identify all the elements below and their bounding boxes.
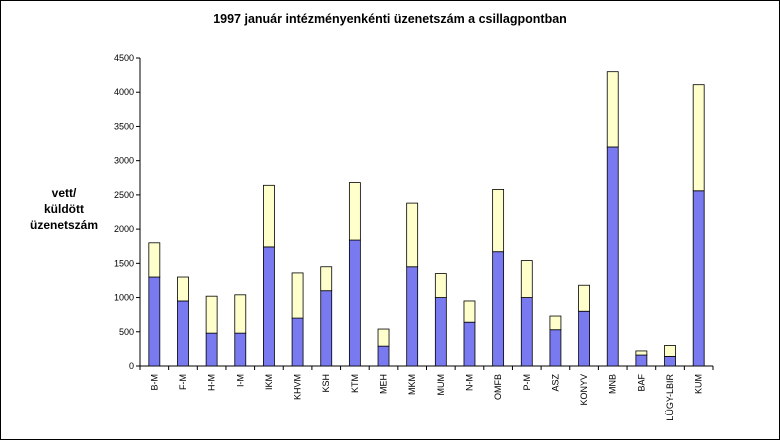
x-tick-label: BAF [636,374,646,392]
bar-i-m-segment-1 [234,332,247,367]
bar-khvm-segment-2 [291,272,304,319]
bar-ksh-segment-1 [320,290,333,367]
bar-konyv-segment-1 [578,310,590,367]
y-tick-label: 2500 [114,190,134,200]
y-tick-label: 1000 [114,293,134,303]
x-tick-label: MNB [608,374,618,394]
bar-meh-segment-2 [377,328,390,347]
bar-ktm-segment-2 [348,182,361,241]
bar-ikm-segment-1 [263,246,275,367]
y-tick-label: 0 [129,361,134,371]
y-axis-label: vett/ küldött üzenetszám [29,186,99,232]
x-tick-label: KUM [694,374,704,394]
bar-asz-segment-1 [549,329,562,367]
bar-p-m-segment-2 [520,260,533,298]
x-tick-label: KTM [350,374,360,393]
bar-mum-segment-2 [434,273,447,298]
bar-h-m-segment-1 [205,332,218,367]
y-tick-label: 4500 [114,53,134,63]
y-tick-label: 4000 [114,87,134,97]
bar-ksh-segment-2 [320,266,333,292]
bar-n-m-segment-1 [463,321,476,367]
bar-f-m-segment-2 [177,276,189,302]
x-tick-label: I-M [235,374,245,387]
y-tick-label: 500 [119,327,134,337]
bar-khvm-segment-1 [291,317,304,367]
bar-omfb-segment-1 [492,251,505,367]
bar-meh-segment-1 [377,345,390,367]
x-tick-label: KSH [321,374,331,393]
x-tick-label: KHVM [293,374,303,400]
bar-p-m-segment-1 [520,297,533,367]
bar-mnb-segment-1 [606,146,619,367]
bar-asz-segment-2 [549,315,562,331]
bar-i-m-segment-2 [234,294,247,334]
bar-h-m-segment-2 [205,295,218,334]
bar-b-m-segment-2 [148,242,161,278]
bar-f-m-segment-1 [177,300,189,367]
y-tick-label: 1500 [114,258,134,268]
y-tick-label: 3000 [114,156,134,166]
x-tick-label: B-M [149,374,159,391]
bar-mum-segment-1 [434,297,447,367]
y-tick-label: 2000 [114,224,134,234]
bar-kum-segment-2 [692,84,705,192]
x-tick-label: F-M [178,374,188,390]
bar-ktm-segment-1 [348,239,361,367]
bar-mkm-segment-2 [406,202,419,268]
bar-lügy-lbir-segment-1 [664,356,676,367]
bar-baf-segment-1 [635,354,648,367]
x-tick-label: H-M [207,374,217,391]
x-tick-label: N-M [464,374,474,391]
bar-mnb-segment-2 [606,71,619,148]
bar-lügy-lbir-segment-2 [664,345,676,357]
x-tick-label: MKM [407,374,417,395]
bar-baf-segment-2 [635,350,648,356]
y-tick-label: 3500 [114,121,134,131]
chart-title: 1997 január intézményenkénti üzenetszám … [213,12,567,26]
bar-ikm-segment-2 [263,184,275,248]
x-tick-label: MUM [436,374,446,396]
bar-n-m-segment-2 [463,300,476,323]
bar-omfb-segment-2 [492,189,505,253]
x-tick-label: OMFB [493,374,503,400]
bar-kum-segment-1 [692,190,705,367]
x-tick-label: LÜGY-LBIR [665,373,675,420]
bar-mkm-segment-1 [406,266,419,367]
x-tick-label: IKM [264,374,274,390]
bar-b-m-segment-1 [148,276,161,367]
x-tick-label: MEH [379,374,389,394]
x-tick-label: P-M [522,374,532,391]
x-tick-label: ASZ [550,374,560,392]
bar-konyv-segment-2 [578,284,590,312]
x-tick-label: KONYV [579,374,589,406]
